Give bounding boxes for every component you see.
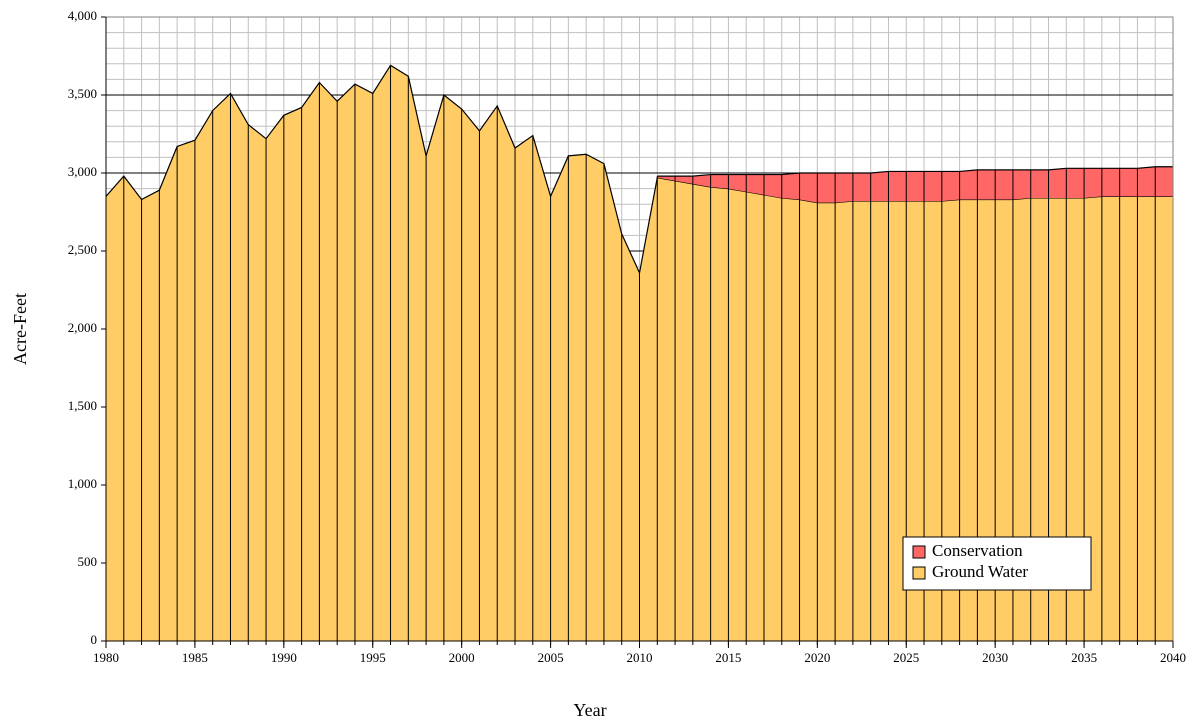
area-outline xyxy=(657,166,1173,177)
x-tick-label: 2000 xyxy=(449,650,475,665)
x-tick-label: 2030 xyxy=(982,650,1008,665)
legend: Conservation Ground Water xyxy=(902,536,1092,591)
x-tick-label: 1985 xyxy=(182,650,208,665)
y-tick-label: 4,000 xyxy=(68,8,97,23)
y-tick-label: 1,500 xyxy=(68,398,97,413)
x-tick-label: 2025 xyxy=(893,650,919,665)
y-axis-label: Acre-Feet xyxy=(10,293,30,365)
y-tick-label: 3,000 xyxy=(68,164,97,179)
x-tick-label: 2005 xyxy=(538,650,564,665)
legend-swatch xyxy=(912,545,926,559)
x-tick-label: 2010 xyxy=(627,650,653,665)
y-tick-label: 2,000 xyxy=(68,320,97,335)
y-tick-label: 1,000 xyxy=(68,476,97,491)
x-tick-label: 1995 xyxy=(360,650,386,665)
y-tick-label: 2,500 xyxy=(68,242,97,257)
y-tick-label: 0 xyxy=(91,632,98,647)
legend-swatch xyxy=(912,566,926,580)
x-tick-label: 2020 xyxy=(804,650,830,665)
x-tick-label: 2040 xyxy=(1160,650,1186,665)
legend-label: Ground Water xyxy=(932,562,1028,581)
y-tick-label: 500 xyxy=(78,554,98,569)
x-axis-label: Year xyxy=(573,700,606,720)
x-tick-label: 1990 xyxy=(271,650,297,665)
area xyxy=(657,166,1173,203)
legend-label: Conservation xyxy=(932,541,1023,560)
legend-box xyxy=(902,536,1092,591)
x-tick-label: 2035 xyxy=(1071,650,1097,665)
x-tick-label: 1980 xyxy=(93,650,119,665)
x-tick-label: 2015 xyxy=(715,650,741,665)
y-tick-label: 3,500 xyxy=(68,86,97,101)
